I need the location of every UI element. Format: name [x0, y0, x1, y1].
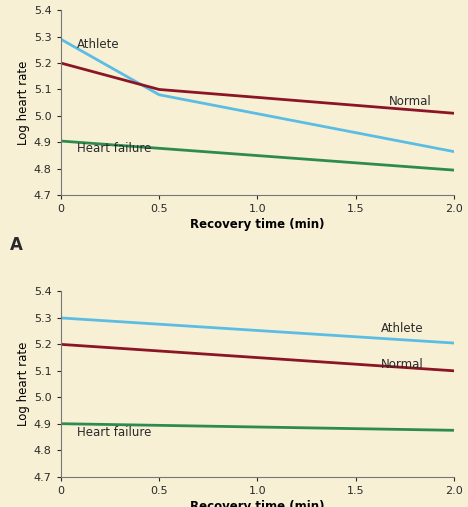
Text: Normal: Normal [389, 95, 432, 108]
Text: Athlete: Athlete [77, 38, 119, 51]
X-axis label: Recovery time (min): Recovery time (min) [190, 219, 325, 231]
Y-axis label: Log heart rate: Log heart rate [17, 342, 30, 426]
Y-axis label: Log heart rate: Log heart rate [17, 60, 30, 145]
Text: Normal: Normal [381, 358, 424, 371]
Text: Heart failure: Heart failure [77, 426, 151, 440]
X-axis label: Recovery time (min): Recovery time (min) [190, 500, 325, 507]
Text: A: A [10, 236, 22, 254]
Text: Athlete: Athlete [381, 322, 424, 335]
Text: Heart failure: Heart failure [77, 142, 151, 156]
